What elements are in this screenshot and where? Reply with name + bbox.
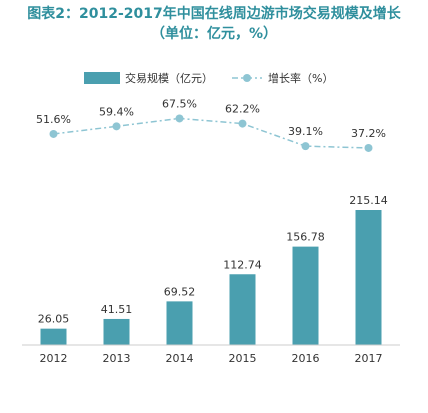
bar-2015	[229, 274, 256, 345]
legend: 交易规模（亿元） 增长率（%）	[84, 71, 333, 85]
growth-point-2015	[238, 119, 247, 128]
x-tick-label-2016: 2016	[292, 352, 320, 365]
bar-value-label-2017: 215.14	[349, 194, 388, 207]
x-tick-label-2013: 2013	[103, 352, 131, 365]
bar-2012	[40, 328, 67, 345]
x-tick-label-2014: 2014	[166, 352, 194, 365]
bar-value-label-2014: 69.52	[164, 285, 196, 298]
legend-line-label: 增长率（%）	[268, 71, 333, 85]
growth-line-layer: 51.6% 59.4% 67.5% 62.2% 39.1% 37.2%	[36, 97, 386, 152]
bar-value-label-2013: 41.51	[101, 303, 133, 316]
chart-title: 图表2：2012-2017年中国在线周边游市场交易规模及增长 （单位：亿元，%）	[0, 4, 428, 44]
chart-title-line1: 图表2：2012-2017年中国在线周边游市场交易规模及增长	[27, 6, 401, 22]
legend-line-marker	[243, 74, 251, 82]
bar-2014	[166, 301, 193, 345]
bar-2017	[355, 210, 382, 345]
bar-value-label-2015: 112.74	[223, 258, 262, 271]
bar-2013	[103, 318, 130, 345]
growth-point-2012	[49, 129, 58, 138]
bar-2016	[292, 246, 319, 345]
bar-layer: 26.05 41.51 69.52 112.74 156.78 215.14	[38, 194, 388, 345]
x-tick-labels: 2012 2013 2014 2015 2016 2017	[40, 352, 383, 365]
chart-title-line2: （单位：亿元，%）	[150, 26, 278, 42]
growth-point-2013	[112, 122, 121, 131]
growth-point-2017	[364, 143, 373, 152]
growth-rate-line	[53, 117, 369, 149]
growth-point-2016	[301, 142, 310, 151]
growth-point-2014	[175, 114, 184, 123]
x-tick-label-2015: 2015	[229, 352, 257, 365]
growth-label-2014: 67.5%	[162, 97, 197, 110]
growth-label-2015: 62.2%	[225, 103, 260, 116]
x-tick-label-2012: 2012	[40, 352, 68, 365]
bar-value-label-2016: 156.78	[286, 231, 325, 244]
bar-value-label-2012: 26.05	[38, 313, 70, 326]
legend-bar-label: 交易规模（亿元）	[125, 71, 213, 85]
growth-label-2016: 39.1%	[288, 125, 323, 138]
legend-bar-swatch	[84, 72, 120, 84]
x-tick-label-2017: 2017	[355, 352, 383, 365]
growth-label-2017: 37.2%	[351, 127, 386, 140]
growth-label-2013: 59.4%	[99, 105, 134, 118]
growth-label-2012: 51.6%	[36, 113, 71, 126]
